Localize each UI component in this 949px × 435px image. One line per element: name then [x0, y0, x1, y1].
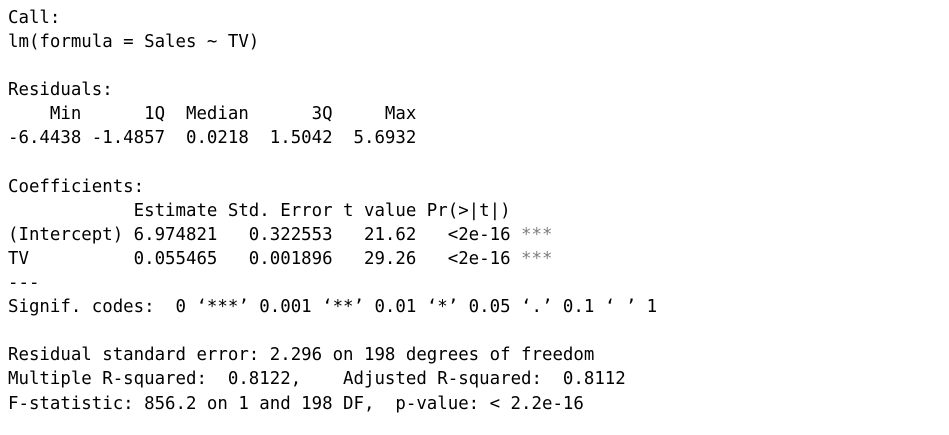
residuals-header-row: Min 1Q Median 3Q Max — [8, 104, 427, 125]
coefficients-heading: Coefficients: — [8, 176, 145, 197]
call-formula: lm(formula = Sales ~ TV) — [8, 32, 260, 53]
r-squared-line: Multiple R-squared: 0.8122, Adjusted R-s… — [8, 369, 637, 390]
residuals-heading: Residuals: — [8, 80, 113, 101]
signif-codes-line: Signif. codes: 0 ‘***’ 0.001 ‘**’ 0.01 ‘… — [8, 297, 658, 318]
significance-stars: *** — [521, 248, 553, 269]
residual-standard-error-line: Residual standard error: 2.296 on 198 de… — [8, 345, 595, 366]
blank-line — [8, 319, 949, 343]
coefficient-row-intercept: (Intercept) 6.974821 0.322553 21.62 <2e-… — [8, 223, 949, 247]
blank-line — [8, 151, 949, 175]
f-statistic-line: F-statistic: 856.2 on 1 and 198 DF, p-va… — [8, 393, 584, 414]
coefficient-values: (Intercept) 6.974821 0.322553 21.62 <2e-… — [8, 224, 522, 245]
significance-stars: *** — [521, 224, 553, 245]
coefficient-row-tv: TV 0.055465 0.001896 29.26 <2e-16 *** — [8, 247, 949, 271]
residuals-values-row: -6.4438 -1.4857 0.0218 1.5042 5.6932 — [8, 128, 427, 149]
r-console-output: Call: lm(formula = Sales ~ TV) Residuals… — [8, 6, 949, 416]
separator-line: --- — [8, 273, 40, 294]
coefficient-values: TV 0.055465 0.001896 29.26 <2e-16 — [8, 248, 522, 269]
call-heading: Call: — [8, 8, 61, 28]
blank-line — [8, 54, 949, 78]
coefficients-header-row: Estimate Std. Error t value Pr(>|t|) — [8, 200, 553, 221]
